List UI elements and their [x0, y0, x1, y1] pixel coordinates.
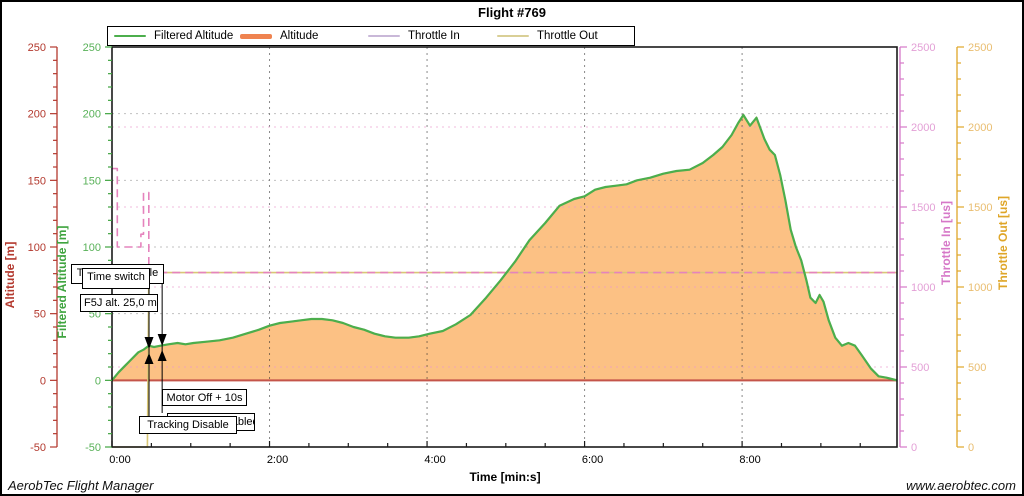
website-footer: www.aerobtec.com: [906, 478, 1016, 493]
legend-item-altitude: Altitude: [240, 27, 318, 45]
legend-item-throttle-in: Throttle In: [368, 27, 460, 45]
altitude-swatch: [240, 33, 272, 39]
svg-text:0:00: 0:00: [109, 454, 130, 466]
svg-text:2500: 2500: [968, 42, 992, 54]
svg-text:100: 100: [28, 242, 46, 254]
svg-text:-50: -50: [30, 442, 46, 454]
annotation-f5j-altitude: F5J alt. 25,0 m: [80, 294, 158, 312]
legend-item-throttle-out: Throttle Out: [497, 27, 598, 45]
svg-text:2000: 2000: [968, 122, 992, 134]
svg-text:1500: 1500: [911, 202, 935, 214]
svg-text:250: 250: [28, 42, 46, 54]
chart-legend: Filtered Altitude Altitude Throttle In T…: [107, 26, 635, 46]
svg-text:6:00: 6:00: [582, 454, 603, 466]
annotation-time-switch: Time switch: [82, 268, 150, 289]
svg-text:0: 0: [95, 375, 101, 387]
svg-text:4:00: 4:00: [424, 454, 445, 466]
svg-text:Throttle Out [us]: Throttle Out [us]: [996, 196, 1010, 290]
svg-text:500: 500: [968, 362, 986, 374]
svg-text:100: 100: [83, 242, 101, 254]
throttle-in-swatch: [368, 35, 400, 37]
legend-label: Filtered Altitude: [154, 30, 234, 42]
svg-text:8:00: 8:00: [739, 454, 760, 466]
svg-text:1500: 1500: [968, 202, 992, 214]
svg-text:150: 150: [28, 175, 46, 187]
svg-text:500: 500: [911, 362, 929, 374]
svg-text:0: 0: [911, 442, 917, 454]
legend-item-filtered-altitude: Filtered Altitude: [114, 27, 233, 45]
svg-text:150: 150: [83, 175, 101, 187]
svg-text:0: 0: [968, 442, 974, 454]
app-name-footer: AerobTec Flight Manager: [8, 478, 154, 493]
page-title: Flight #769: [478, 5, 546, 20]
throttle-out-swatch: [497, 35, 529, 37]
svg-text:Altitude [m]: Altitude [m]: [3, 242, 17, 309]
svg-text:0: 0: [40, 375, 46, 387]
svg-text:2500: 2500: [911, 42, 935, 54]
svg-text:250: 250: [83, 42, 101, 54]
legend-label: Throttle In: [408, 30, 460, 42]
svg-text:-50: -50: [85, 442, 101, 454]
svg-text:Filtered Altitude [m]: Filtered Altitude [m]: [55, 226, 69, 339]
svg-text:50: 50: [34, 309, 46, 321]
x-axis-title: Time [min:s]: [469, 470, 541, 484]
svg-text:1000: 1000: [968, 282, 992, 294]
svg-text:2:00: 2:00: [267, 454, 288, 466]
svg-text:200: 200: [28, 109, 46, 121]
svg-text:1000: 1000: [911, 282, 935, 294]
legend-label: Throttle Out: [537, 30, 598, 42]
svg-text:Throttle In [us]: Throttle In [us]: [939, 201, 953, 285]
filtered-altitude-swatch: [114, 35, 146, 37]
annotation-motor-off: Motor Off + 10s: [162, 389, 247, 406]
svg-text:200: 200: [83, 109, 101, 121]
annotation-tracking-disable-bottom: Tracking Disable: [139, 416, 237, 434]
legend-label: Altitude: [280, 30, 319, 42]
svg-text:2000: 2000: [911, 122, 935, 134]
